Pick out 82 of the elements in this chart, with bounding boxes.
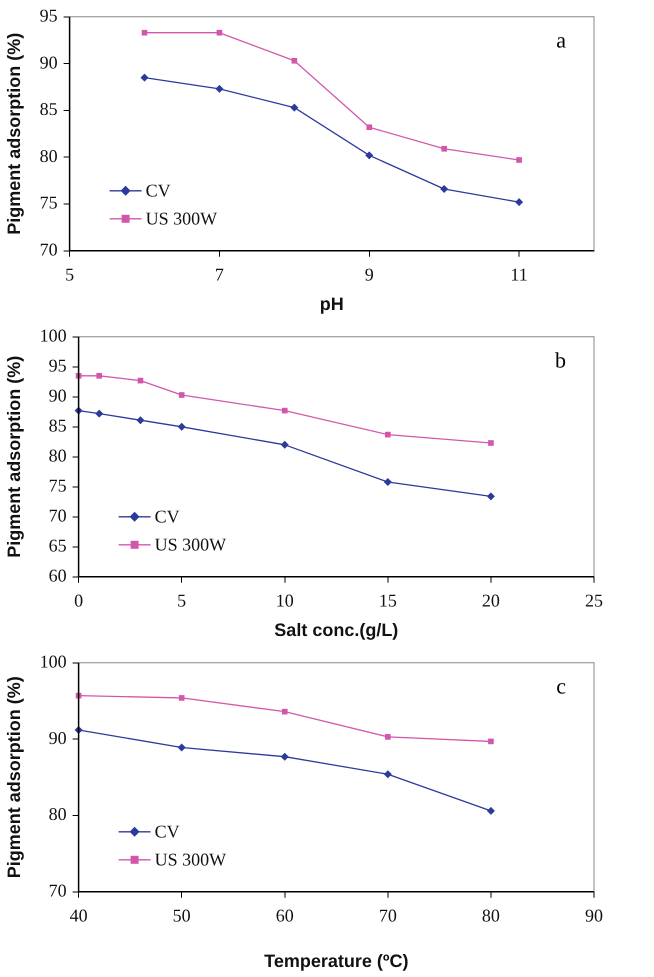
x-tick-label: 60 bbox=[276, 905, 294, 926]
point bbox=[366, 124, 372, 130]
y-tick-label: 75 bbox=[48, 476, 67, 496]
x-tick-label: 80 bbox=[482, 905, 500, 926]
point bbox=[95, 410, 104, 418]
annotation: b bbox=[555, 348, 566, 373]
y-tick-label: 80 bbox=[48, 446, 67, 466]
x-tick-label: 11 bbox=[510, 264, 528, 284]
point bbox=[178, 392, 185, 398]
y-tick-label: 85 bbox=[40, 99, 58, 120]
point bbox=[515, 198, 524, 206]
y-tick-label: 80 bbox=[40, 146, 58, 166]
x-tick-label: 20 bbox=[482, 590, 500, 610]
point bbox=[178, 744, 186, 752]
x-tick-label: 0 bbox=[74, 590, 84, 610]
point bbox=[292, 58, 298, 64]
point bbox=[178, 422, 186, 431]
point bbox=[280, 440, 289, 449]
y-tick-label: 65 bbox=[48, 536, 67, 556]
y-axis-title: Pigment adsorption (%) bbox=[4, 356, 24, 558]
point bbox=[384, 770, 392, 778]
point bbox=[140, 74, 149, 82]
x-axis-title: pH bbox=[320, 294, 344, 314]
x-tick-label: 15 bbox=[378, 590, 397, 610]
point bbox=[216, 30, 222, 36]
y-tick-label: 70 bbox=[48, 880, 67, 901]
legend-label: CV bbox=[146, 180, 171, 201]
legend-label: CV bbox=[154, 506, 180, 527]
point bbox=[282, 708, 288, 714]
point bbox=[385, 432, 391, 438]
y-tick-label: 100 bbox=[40, 652, 67, 672]
point bbox=[384, 478, 392, 486]
x-tick-label: 7 bbox=[214, 264, 224, 284]
y-tick-label: 100 bbox=[40, 326, 67, 346]
point bbox=[290, 104, 298, 112]
y-tick-label: 85 bbox=[48, 416, 67, 436]
x-tick-label: 10 bbox=[276, 590, 294, 610]
x-tick-label: 90 bbox=[585, 905, 603, 926]
x-tick-label: 40 bbox=[70, 905, 88, 926]
y-tick-label: 90 bbox=[48, 386, 67, 406]
y-tick-label: 95 bbox=[48, 356, 67, 376]
y-axis-title: Pigment adsorption (%) bbox=[4, 32, 24, 235]
x-tick-label: 9 bbox=[364, 264, 374, 284]
legend-label: US 300W bbox=[146, 208, 218, 229]
point bbox=[280, 752, 289, 761]
x-tick-label: 70 bbox=[378, 905, 397, 926]
legend-label: US 300W bbox=[154, 850, 226, 870]
y-tick-label: 95 bbox=[40, 6, 58, 26]
point bbox=[178, 695, 185, 701]
x-tick-label: 50 bbox=[172, 905, 191, 926]
x-tick-label: 5 bbox=[65, 264, 74, 284]
y-tick-label: 70 bbox=[48, 506, 67, 526]
x-tick-label: 25 bbox=[585, 590, 603, 610]
point bbox=[138, 378, 144, 384]
x-axis-title: Salt conc.(g/L) bbox=[274, 620, 398, 640]
annotation: c bbox=[556, 674, 566, 699]
point bbox=[486, 492, 495, 500]
point bbox=[440, 185, 448, 194]
legend-label: CV bbox=[154, 822, 180, 842]
point bbox=[96, 372, 102, 379]
point bbox=[282, 408, 288, 414]
y-tick-label: 90 bbox=[40, 52, 58, 72]
y-tick-label: 90 bbox=[48, 728, 67, 748]
y-tick-label: 70 bbox=[40, 240, 58, 260]
point bbox=[486, 806, 495, 815]
y-axis-title: Pigment adsorption (%) bbox=[4, 676, 24, 878]
y-tick-label: 75 bbox=[40, 192, 58, 213]
point bbox=[441, 146, 447, 152]
point bbox=[136, 416, 144, 424]
point bbox=[142, 30, 148, 36]
x-tick-label: 5 bbox=[177, 590, 186, 610]
y-tick-label: 60 bbox=[48, 566, 67, 586]
y-tick-label: 80 bbox=[48, 804, 67, 824]
point bbox=[516, 157, 522, 163]
point bbox=[365, 151, 374, 160]
point bbox=[488, 440, 494, 446]
legend-label: US 300W bbox=[154, 534, 226, 555]
x-axis-title: Temperature (ºC) bbox=[264, 951, 408, 972]
point bbox=[488, 738, 494, 744]
point bbox=[385, 734, 391, 740]
annotation: a bbox=[556, 28, 566, 53]
point bbox=[215, 84, 224, 93]
